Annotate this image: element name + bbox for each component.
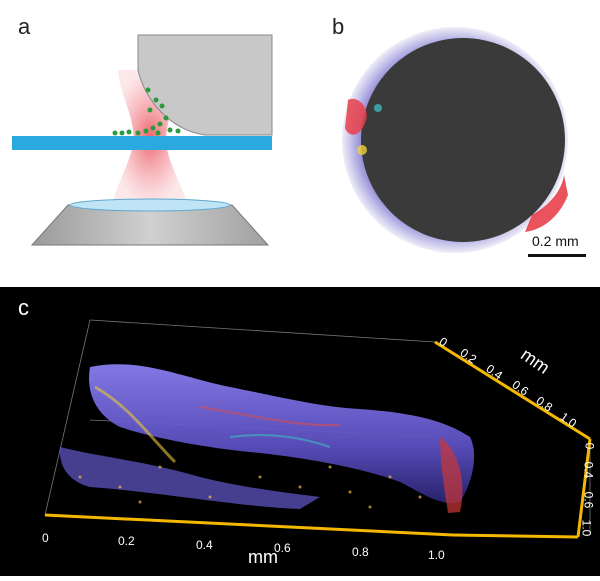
panel-a-schematic: a bbox=[0, 0, 300, 285]
scale-bar-label: 0.2 mm bbox=[532, 233, 579, 249]
x-tick: 1.0 bbox=[428, 548, 445, 562]
glass-slide bbox=[12, 136, 272, 150]
hot-spot-right bbox=[525, 175, 568, 232]
scale-bar bbox=[528, 254, 586, 257]
x-tick: 0.4 bbox=[196, 538, 213, 552]
x-tick: 0.8 bbox=[352, 545, 369, 559]
z-tick: 1.0 bbox=[579, 519, 594, 537]
panel-b-label: b bbox=[332, 14, 345, 39]
dark-core bbox=[361, 38, 565, 242]
speckles bbox=[78, 465, 422, 509]
z-tick: 0 bbox=[582, 442, 597, 450]
z-tick: 0.6 bbox=[581, 491, 596, 509]
x-tick: 0.6 bbox=[274, 541, 291, 555]
schematic-diagram bbox=[12, 34, 273, 246]
x-tick: 0 bbox=[42, 531, 49, 545]
panel-b-micrograph: b 0.2 mm bbox=[300, 0, 600, 285]
axes bbox=[44, 340, 592, 539]
sample-structure bbox=[59, 364, 475, 513]
z-tick: 0.4 bbox=[581, 461, 596, 479]
panel-c-label: c bbox=[18, 295, 29, 320]
x-axis-unit: mm bbox=[248, 547, 278, 567]
lens-top bbox=[69, 198, 231, 212]
panel-c-3d-render: c bbox=[0, 287, 600, 576]
volume-render bbox=[44, 319, 592, 539]
particles bbox=[112, 87, 181, 136]
panel-a-label: a bbox=[18, 14, 31, 39]
micrograph-image bbox=[342, 27, 586, 257]
hot-spot-left bbox=[345, 98, 367, 135]
x-tick: 0.2 bbox=[118, 534, 135, 548]
